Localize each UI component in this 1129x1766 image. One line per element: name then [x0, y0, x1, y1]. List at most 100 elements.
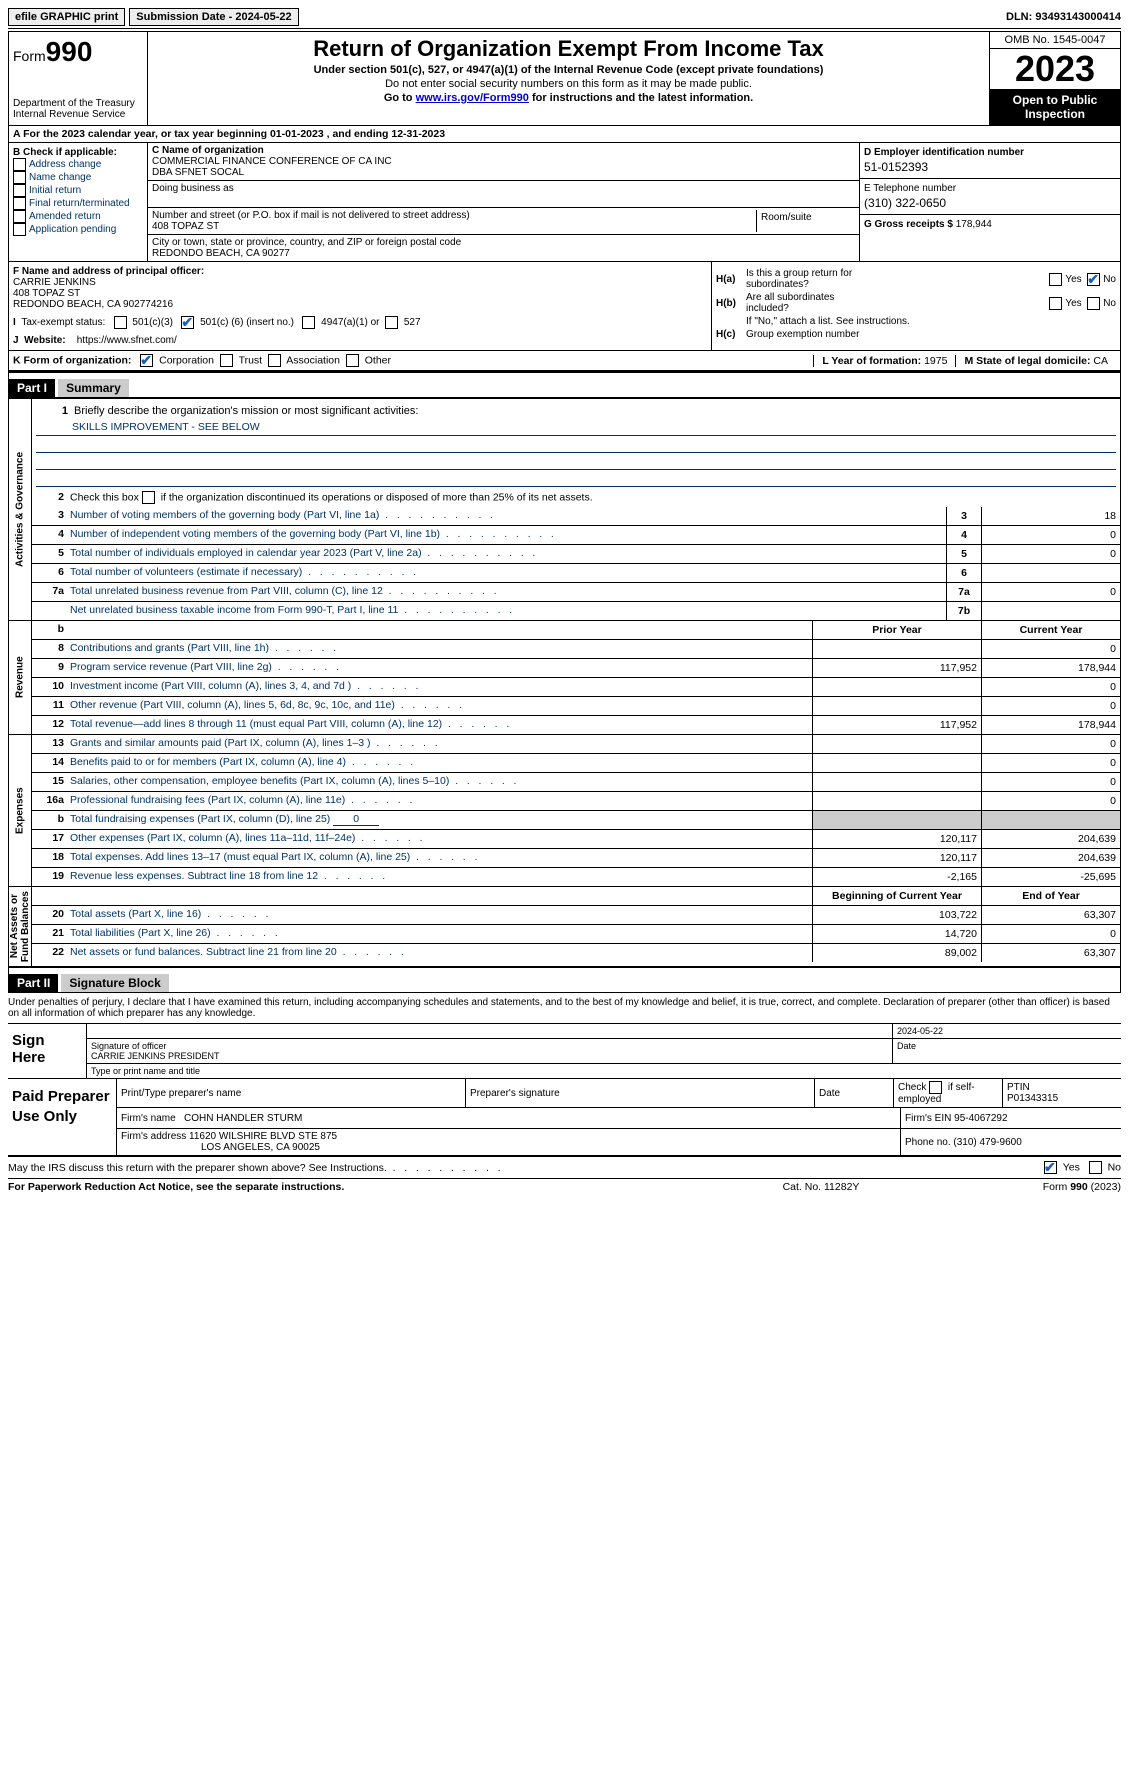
- may-irs-discuss: May the IRS discuss this return with the…: [8, 1157, 1121, 1178]
- firm-name-value: COHN HANDLER STURM: [184, 1113, 302, 1124]
- addr-label: Number and street (or P.O. box if mail i…: [152, 210, 756, 221]
- ptin-value: P01343315: [1007, 1093, 1117, 1104]
- irs-discuss-yes[interactable]: [1044, 1161, 1057, 1174]
- form-org-label: K Form of organization:: [13, 354, 131, 366]
- submission-date: 2024-05-22: [235, 11, 291, 23]
- summary-line: 10Investment income (Part VIII, column (…: [32, 678, 1120, 697]
- check-app-pending[interactable]: [13, 223, 26, 236]
- check-4947[interactable]: [302, 316, 315, 329]
- ein-value: 51-0152393: [864, 158, 1116, 174]
- section-net-assets: Net Assets or Fund Balances Beginning of…: [8, 887, 1121, 967]
- city-label: City or town, state or province, country…: [152, 237, 855, 248]
- check-trust[interactable]: [220, 354, 233, 367]
- col-b-label: B Check if applicable:: [13, 147, 117, 158]
- vlabel-na: Net Assets or Fund Balances: [9, 887, 32, 966]
- vlabel-rev: Revenue: [9, 621, 32, 734]
- firm-addr1: 11620 WILSHIRE BLVD STE 875: [189, 1131, 337, 1142]
- check-final-return[interactable]: [13, 197, 26, 210]
- tel-value: (310) 322-0650: [864, 194, 1116, 210]
- summary-line: 8Contributions and grants (Part VIII, li…: [32, 640, 1120, 659]
- check-address-change[interactable]: [13, 158, 26, 171]
- state-domicile: M State of legal domicile: CA: [955, 355, 1116, 367]
- room-suite-label: Room/suite: [757, 210, 855, 232]
- sig-officer-label: Signature of officer: [91, 1041, 888, 1051]
- year-formation: L Year of formation: 1975: [813, 355, 955, 367]
- check-name-change[interactable]: [13, 171, 26, 184]
- hdr-current-year: Current Year: [981, 621, 1120, 639]
- check-527[interactable]: [385, 316, 398, 329]
- firm-name-label: Firm's name: [121, 1113, 178, 1124]
- tax-exempt-label: Tax-exempt status:: [21, 317, 105, 328]
- firm-addr2: LOS ANGELES, CA 90025: [121, 1142, 896, 1153]
- firm-ein-value: 95-4067292: [954, 1113, 1007, 1124]
- officer-name: CARRIE JENKINS: [13, 277, 707, 288]
- line-16b: Total fundraising expenses (Part IX, col…: [70, 811, 812, 829]
- line-2: Check this box if the organization disco…: [70, 489, 1120, 507]
- section-fh: F Name and address of principal officer:…: [8, 262, 1121, 351]
- gross-label: G Gross receipts $: [864, 219, 956, 230]
- website-label: Website:: [24, 335, 68, 346]
- ha-yes[interactable]: [1049, 273, 1062, 286]
- irs-discuss-no[interactable]: [1089, 1161, 1102, 1174]
- check-discontinued[interactable]: [142, 491, 155, 504]
- summary-line: 17Other expenses (Part IX, column (A), l…: [32, 830, 1120, 849]
- org-name-2: DBA SFNET SOCAL: [152, 167, 855, 178]
- part-1-title: Summary: [58, 379, 129, 397]
- summary-line: 6Total number of volunteers (estimate if…: [32, 564, 1120, 583]
- addr-value: 408 TOPAZ ST: [152, 221, 756, 232]
- header-middle: Return of Organization Exempt From Incom…: [148, 32, 989, 125]
- ha-no[interactable]: [1087, 273, 1100, 286]
- section-activities-governance: Activities & Governance 1 Briefly descri…: [8, 398, 1121, 621]
- summary-line: 9Program service revenue (Part VIII, lin…: [32, 659, 1120, 678]
- prep-date-label: Date: [815, 1079, 894, 1107]
- check-assoc[interactable]: [268, 354, 281, 367]
- summary-line: 14Benefits paid to or for members (Part …: [32, 754, 1120, 773]
- check-501c[interactable]: [181, 316, 194, 329]
- check-other[interactable]: [346, 354, 359, 367]
- efile-print-button[interactable]: efile GRAPHIC print: [8, 8, 125, 26]
- summary-line: 12Total revenue—add lines 8 through 11 (…: [32, 716, 1120, 734]
- tel-label: E Telephone number: [864, 183, 1116, 194]
- type-name-label: Type or print name and title: [87, 1064, 1121, 1078]
- mission-label: Briefly describe the organization's miss…: [74, 403, 1116, 419]
- officer-addr2: REDONDO BEACH, CA 902774216: [13, 299, 707, 310]
- summary-line: 4Number of independent voting members of…: [32, 526, 1120, 545]
- tax-year: 2023: [990, 49, 1120, 89]
- hb-yes[interactable]: [1049, 297, 1062, 310]
- form990-link[interactable]: www.irs.gov/Form990: [416, 92, 529, 104]
- col-f: F Name and address of principal officer:…: [9, 262, 712, 350]
- header-right: OMB No. 1545-0047 2023 Open to PublicIns…: [989, 32, 1120, 125]
- summary-line: Net unrelated business taxable income fr…: [32, 602, 1120, 620]
- summary-line: 5Total number of individuals employed in…: [32, 545, 1120, 564]
- check-self-emp[interactable]: [929, 1081, 942, 1094]
- form-number: Form990: [13, 36, 143, 68]
- summary-line: 19Revenue less expenses. Subtract line 1…: [32, 868, 1120, 886]
- part-2-title: Signature Block: [61, 974, 168, 992]
- firm-phone-label: Phone no.: [905, 1137, 953, 1148]
- submission-label: Submission Date -: [136, 11, 235, 23]
- firm-phone-value: (310) 479-9600: [953, 1137, 1021, 1148]
- prep-sig-label: Preparer's signature: [466, 1079, 815, 1107]
- section-revenue: Revenue b Prior Year Current Year 8Contr…: [8, 621, 1121, 735]
- irs-label: Internal Revenue Service: [13, 109, 143, 120]
- hb-no[interactable]: [1087, 297, 1100, 310]
- sig-date-label: Date: [893, 1039, 1121, 1063]
- top-bar: efile GRAPHIC print Submission Date - 20…: [8, 8, 1121, 29]
- page-footer: For Paperwork Reduction Act Notice, see …: [8, 1178, 1121, 1193]
- ptin-label: PTIN: [1007, 1082, 1117, 1093]
- summary-line: 3Number of voting members of the governi…: [32, 507, 1120, 526]
- row-k: K Form of organization: Corporation Trus…: [8, 351, 1121, 371]
- check-501c3[interactable]: [114, 316, 127, 329]
- hdr-end-year: End of Year: [981, 887, 1120, 905]
- check-amended[interactable]: [13, 210, 26, 223]
- city-value: REDONDO BEACH, CA 90277: [152, 248, 855, 259]
- check-initial-return[interactable]: [13, 184, 26, 197]
- check-corp[interactable]: [140, 354, 153, 367]
- firm-ein-label: Firm's EIN: [905, 1113, 954, 1124]
- hdr-begin-year: Beginning of Current Year: [812, 887, 981, 905]
- summary-line: 22Net assets or fund balances. Subtract …: [32, 944, 1120, 962]
- part-1-header: Part I: [9, 379, 55, 397]
- form-footer: Form 990 (2023): [921, 1181, 1121, 1193]
- section-expenses: Expenses 13Grants and similar amounts pa…: [8, 735, 1121, 887]
- dln: DLN: 93493143000414: [1006, 11, 1121, 23]
